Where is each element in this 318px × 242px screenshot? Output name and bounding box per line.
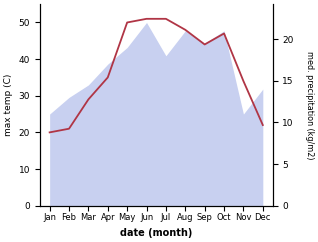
Y-axis label: med. precipitation (kg/m2): med. precipitation (kg/m2) <box>305 51 314 159</box>
Y-axis label: max temp (C): max temp (C) <box>4 74 13 136</box>
X-axis label: date (month): date (month) <box>120 228 192 238</box>
